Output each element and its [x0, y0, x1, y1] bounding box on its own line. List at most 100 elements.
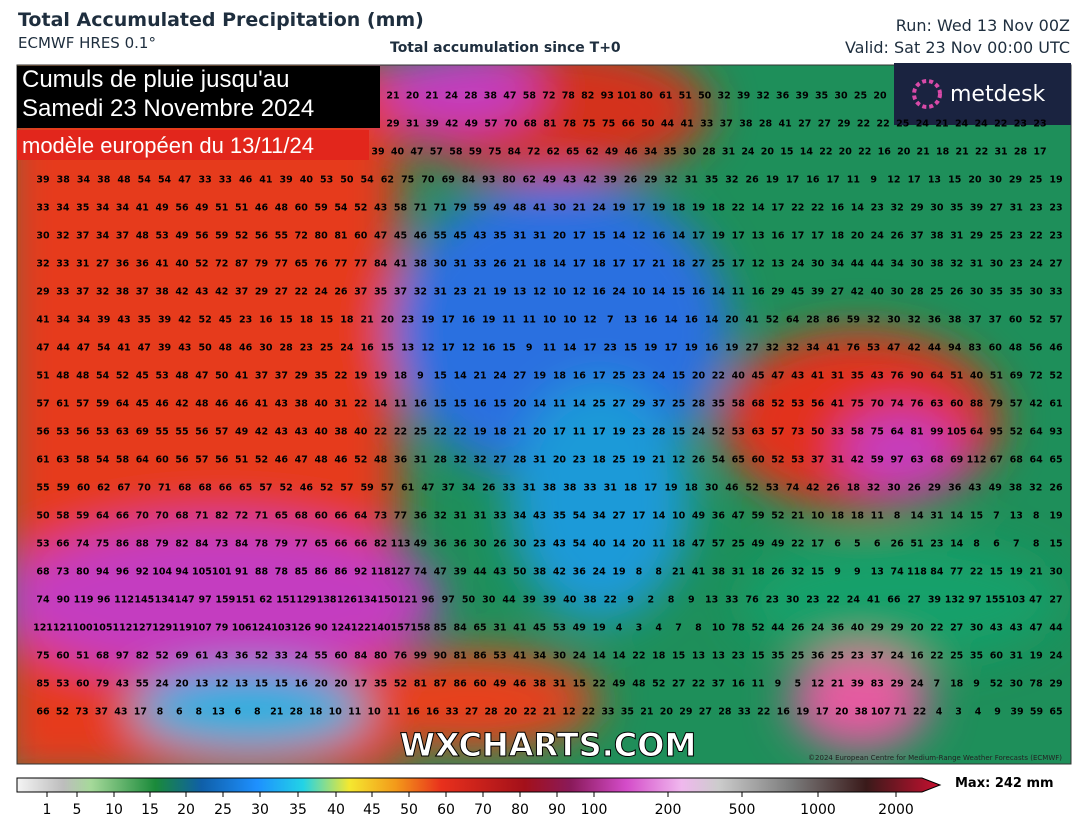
- grid-value: 25: [414, 427, 427, 438]
- grid-value: 17: [553, 427, 566, 438]
- grid-value: 63: [56, 455, 69, 466]
- grid-value: 30: [683, 147, 697, 158]
- grid-value: 18: [593, 259, 607, 270]
- grid-value: 65: [473, 623, 486, 634]
- grid-value: 16: [652, 231, 666, 242]
- grid-value: 16: [473, 399, 487, 410]
- grid-value: 45: [791, 287, 804, 298]
- grid-value: 46: [1049, 343, 1063, 354]
- grid-value: 61: [401, 483, 414, 494]
- grid-value: 81: [454, 651, 467, 662]
- grid-value: 35: [621, 707, 634, 718]
- grid-value: 75: [582, 119, 595, 130]
- grid-value: 65: [1049, 707, 1062, 718]
- grid-value: 20: [314, 679, 328, 690]
- grid-value: 49: [493, 679, 506, 690]
- grid-value: 53: [56, 427, 69, 438]
- grid-value: 47: [295, 455, 308, 466]
- grid-value: 40: [851, 623, 865, 634]
- grid-value: 33: [700, 119, 713, 130]
- grid-value: 46: [235, 399, 249, 410]
- colorbar-label: 1000: [800, 802, 836, 818]
- grid-value: 42: [851, 455, 864, 466]
- grid-value: 84: [235, 539, 249, 550]
- grid-value: 17: [791, 231, 804, 242]
- grid-value: 39: [158, 343, 171, 354]
- grid-value: 30: [887, 483, 901, 494]
- grid-value: 19: [533, 371, 546, 382]
- grid-value: 24: [811, 623, 825, 634]
- grid-value: 44: [57, 343, 71, 354]
- grid-value: 43: [178, 343, 191, 354]
- grid-value: 31: [334, 399, 347, 410]
- grid-value: 76: [890, 371, 904, 382]
- grid-value: 40: [732, 371, 746, 382]
- grid-value: 18: [672, 539, 686, 550]
- grid-value: 17: [771, 203, 784, 214]
- grid-value: 76: [847, 343, 861, 354]
- grid-value: 44: [473, 567, 487, 578]
- grid-value: 59: [469, 147, 482, 158]
- grid-value: 42: [908, 343, 921, 354]
- grid-value: 31: [76, 259, 89, 270]
- grid-value: 57: [340, 483, 353, 494]
- grid-value: 19: [766, 175, 779, 186]
- grid-value: 33: [738, 707, 751, 718]
- grid-value: 75: [602, 119, 615, 130]
- grid-value: 49: [612, 679, 625, 690]
- grid-value: 62: [259, 595, 272, 606]
- grid-value: 66: [887, 595, 901, 606]
- grid-value: 15: [751, 651, 764, 662]
- grid-value: 39: [97, 315, 110, 326]
- grid-value: 14: [612, 231, 626, 242]
- grid-value: 106: [232, 623, 252, 634]
- grid-value: 31: [454, 511, 467, 522]
- colorbar-label: 45: [363, 802, 381, 818]
- grid-value: 57: [771, 427, 784, 438]
- grid-value: 35: [138, 315, 151, 326]
- grid-value: 53: [867, 343, 880, 354]
- grid-value: 9: [526, 343, 533, 354]
- grid-value: 33: [56, 259, 69, 270]
- grid-value: 19: [1010, 567, 1023, 578]
- grid-value: 50: [811, 427, 825, 438]
- grid-value: 57: [1049, 315, 1062, 326]
- grid-value: 7: [675, 623, 682, 634]
- grid-value: 23: [930, 539, 943, 550]
- grid-value: 17: [811, 539, 824, 550]
- grid-value: 11: [523, 315, 536, 326]
- grid-value: 28: [464, 91, 478, 102]
- grid-value: 41: [811, 371, 824, 382]
- grid-value: 107: [192, 623, 212, 634]
- grid-value: 39: [851, 679, 864, 690]
- grid-value: 50: [462, 595, 476, 606]
- grid-value: 24: [916, 119, 930, 130]
- grid-value: 31: [454, 259, 467, 270]
- grid-value: 48: [275, 203, 289, 214]
- grid-value: 24: [890, 651, 904, 662]
- grid-value: 68: [524, 119, 538, 130]
- grid-value: 22: [791, 539, 804, 550]
- grid-value: 38: [930, 259, 944, 270]
- grid-value: 11: [543, 343, 556, 354]
- grid-value: 32: [791, 567, 804, 578]
- grid-value: 21: [361, 315, 374, 326]
- grid-value: 26: [745, 175, 759, 186]
- grid-value: 54: [158, 175, 172, 186]
- grid-value: 45: [454, 231, 467, 242]
- grid-value: 18: [751, 567, 765, 578]
- grid-value: 25: [854, 91, 867, 102]
- grid-value: 19: [593, 623, 606, 634]
- grid-value: 24: [791, 259, 805, 270]
- grid-value: 47: [374, 231, 387, 242]
- grid-value: 31: [950, 231, 963, 242]
- grid-value: 10: [672, 511, 686, 522]
- grid-value: 60: [751, 455, 765, 466]
- colorbar-label: 15: [141, 802, 159, 818]
- grid-value: 9: [870, 175, 877, 186]
- grid-value: 38: [1009, 483, 1023, 494]
- grid-value: 66: [219, 483, 233, 494]
- grid-value: 49: [156, 203, 169, 214]
- grid-value: 22: [454, 427, 467, 438]
- grid-value: 86: [334, 567, 348, 578]
